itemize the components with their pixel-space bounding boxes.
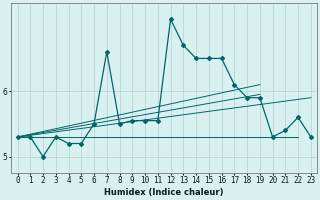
X-axis label: Humidex (Indice chaleur): Humidex (Indice chaleur)	[104, 188, 224, 197]
